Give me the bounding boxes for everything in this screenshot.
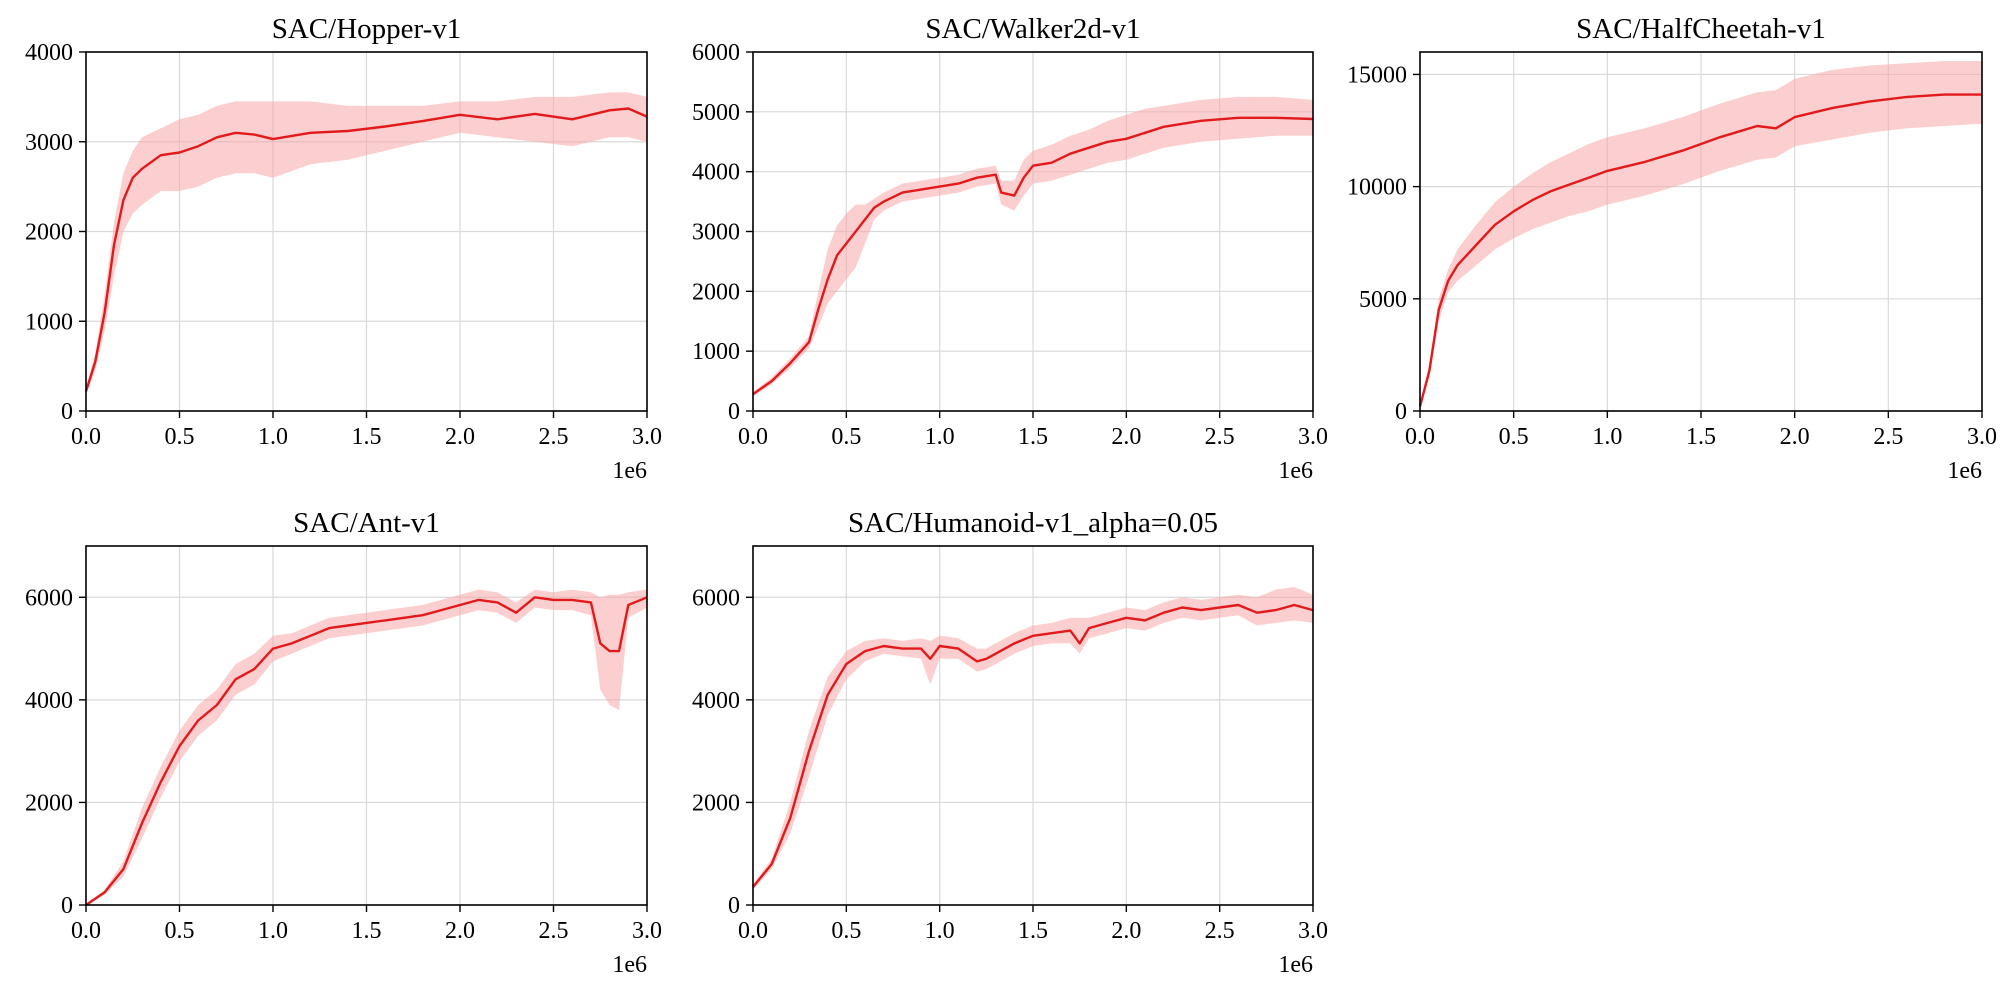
y-tick-label: 2000 — [692, 790, 740, 816]
mean-line — [1418, 93, 1982, 407]
x-tick-label: 1.5 — [352, 918, 382, 944]
y-tick-label: 2000 — [25, 790, 73, 816]
confidence-band — [753, 587, 1313, 890]
chart-title: SAC/Humanoid-v1_alpha=0.05 — [848, 507, 1218, 539]
chart-panel-4: 0.0 0.5 1.0 1.5 2.0 2.5 3.0 0 2000 4000 6000 1e6 SAC… — [25, 507, 662, 978]
y-tick-label: 0 — [61, 399, 73, 425]
x-tick-label: 0.0 — [71, 424, 101, 450]
x-tick-label: 1.0 — [925, 424, 955, 450]
chart-title: SAC/Hopper-v1 — [272, 13, 462, 45]
x-tick-label: 1.0 — [1592, 424, 1622, 450]
y-tick-label: 5000 — [692, 100, 740, 126]
y-tick-label: 15000 — [1347, 62, 1407, 88]
y-tick-label: 1000 — [25, 309, 73, 335]
y-tick-label: 4000 — [692, 160, 740, 186]
x-tick-label: 2.0 — [1111, 424, 1141, 450]
x-tick-label: 0.5 — [165, 424, 195, 450]
chart-panel-3: 0.0 0.5 1.0 1.5 2.0 2.5 3.0 0 5000 10000 15000 1e6 S… — [1347, 13, 1997, 484]
x-tick-label: 1.0 — [258, 918, 288, 944]
x-tick-label: 2.5 — [1873, 424, 1903, 450]
x-tick-label: 2.5 — [539, 918, 569, 944]
mean-line — [752, 603, 1314, 888]
x-tick-label: 1.5 — [1018, 424, 1048, 450]
x-tick-label: 0.5 — [831, 918, 861, 944]
y-tick-label: 3000 — [25, 130, 73, 156]
confidence-band — [86, 92, 647, 395]
y-tick-label: 10000 — [1347, 175, 1407, 201]
x-tick-label: 2.0 — [445, 918, 475, 944]
x-tick-label: 0.0 — [1405, 424, 1435, 450]
mean-line — [752, 116, 1314, 396]
y-tick-label: 1000 — [692, 339, 740, 365]
y-tick-label: 0 — [1395, 399, 1407, 425]
x-tick-label: 2.0 — [1111, 918, 1141, 944]
y-tick-label: 0 — [728, 399, 740, 425]
confidence-band — [753, 96, 1313, 397]
y-tick-label: 6000 — [692, 585, 740, 611]
x-tick-label: 3.0 — [632, 424, 662, 450]
y-tick-label: 4000 — [25, 40, 73, 66]
x-tick-label: 2.5 — [1205, 918, 1235, 944]
y-tick-label: 6000 — [25, 585, 73, 611]
x-tick-label: 1.5 — [1686, 424, 1716, 450]
x-tick-label: 3.0 — [1298, 424, 1328, 450]
x-tick-label: 3.0 — [1298, 918, 1328, 944]
x-tick-label: 3.0 — [632, 918, 662, 944]
chart-panel-1: 0.0 0.5 1.0 1.5 2.0 2.5 3.0 0 1000 2000 3000 4000 1e… — [25, 13, 662, 484]
chart-title: SAC/Ant-v1 — [293, 507, 440, 539]
x-tick-label: 2.0 — [1780, 424, 1810, 450]
x-tick-label: 2.5 — [539, 424, 569, 450]
x-tick-label: 0.5 — [165, 918, 195, 944]
chart-panel-2: 0.0 0.5 1.0 1.5 2.0 2.5 3.0 0 1000 2000 3000 4000 50… — [692, 13, 1328, 484]
y-tick-label: 4000 — [692, 688, 740, 714]
chart-panel-5: 0.0 0.5 1.0 1.5 2.0 2.5 3.0 0 2000 4000 6000 1e6 SAC… — [692, 507, 1328, 978]
x-tick-label: 0.0 — [738, 424, 768, 450]
mean-line — [85, 596, 648, 906]
y-tick-label: 2000 — [692, 279, 740, 305]
y-tick-label: 0 — [61, 893, 73, 919]
y-tick-label: 5000 — [1359, 287, 1407, 313]
x-tick-label: 0.5 — [1499, 424, 1529, 450]
y-tick-label: 2000 — [25, 220, 73, 246]
x-tick-label: 1.0 — [925, 918, 955, 944]
y-tick-label: 4000 — [25, 688, 73, 714]
x-tick-label: 1.0 — [258, 424, 288, 450]
mean-line — [84, 107, 648, 392]
y-tick-label: 0 — [728, 893, 740, 919]
x-tick-label: 0.0 — [738, 918, 768, 944]
x-tick-label: 1.5 — [352, 424, 382, 450]
x-tick-label: 1.5 — [1018, 918, 1048, 944]
x-tick-label: 0.0 — [71, 918, 101, 944]
chart-title: SAC/HalfCheetah-v1 — [1576, 13, 1826, 45]
x-tick-label: 2.0 — [445, 424, 475, 450]
x-offset-label: 1e6 — [612, 952, 647, 978]
x-tick-label: 3.0 — [1967, 424, 1997, 450]
y-tick-label: 6000 — [692, 40, 740, 66]
x-offset-label: 1e6 — [1278, 458, 1313, 484]
x-offset-label: 1e6 — [612, 458, 647, 484]
x-offset-label: 1e6 — [1947, 458, 1982, 484]
x-offset-label: 1e6 — [1278, 952, 1313, 978]
x-tick-label: 2.5 — [1205, 424, 1235, 450]
x-tick-label: 0.5 — [831, 424, 861, 450]
y-tick-label: 3000 — [692, 220, 740, 246]
chart-title: SAC/Walker2d-v1 — [925, 13, 1140, 45]
